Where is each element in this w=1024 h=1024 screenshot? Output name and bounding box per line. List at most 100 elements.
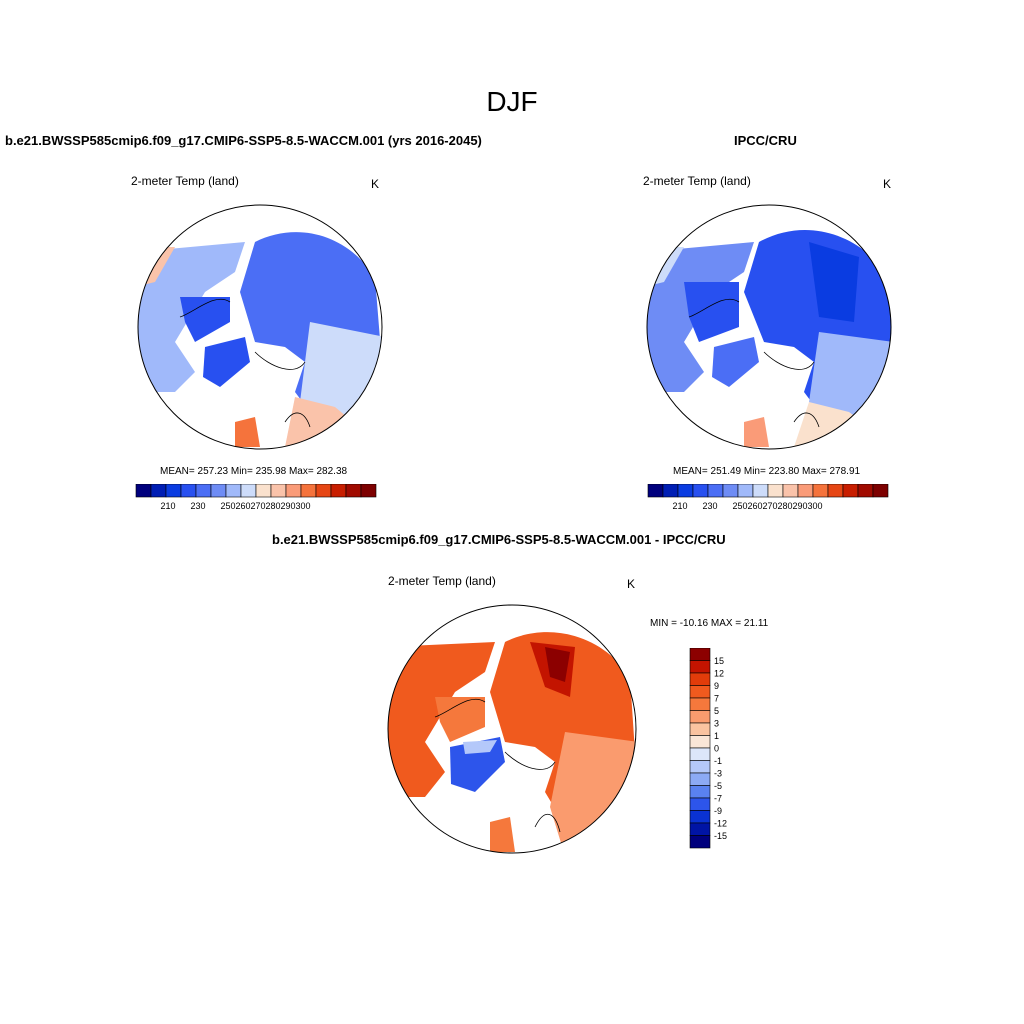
colorbar-tick-label: 12 [714, 669, 724, 679]
colorbar-swatch [707, 483, 724, 498]
colorbar-swatch [689, 697, 711, 711]
colorbar-swatch [689, 835, 711, 849]
colorbar-swatch [689, 710, 711, 724]
colorbar-tick-label: 5 [714, 706, 719, 716]
colorbar-tick-label: 260 [747, 501, 762, 511]
colorbar-tick-label: 15 [714, 656, 724, 666]
colorbar-tick-label: 270 [250, 501, 265, 511]
colorbar-swatch [857, 483, 874, 498]
colorbar-swatch [692, 483, 709, 498]
colorbar-swatch [689, 822, 711, 836]
siberia-max-region [545, 647, 570, 682]
greenland-region [450, 737, 505, 792]
panel-obs-variable: 2-meter Temp (land) [643, 174, 751, 188]
colorbar-swatch [330, 483, 347, 498]
map-model [135, 202, 385, 452]
greenland-region [203, 337, 250, 387]
colorbar-tick-label: 210 [160, 501, 175, 511]
colorbar-swatch [689, 647, 711, 661]
colorbar-swatch [689, 760, 711, 774]
europe-region [550, 732, 636, 853]
colorbar-tick-label: 230 [190, 501, 205, 511]
colorbar-tick-label: 290 [792, 501, 807, 511]
colorbar-tick-label: 210 [672, 501, 687, 511]
colorbar-tick-label: -5 [714, 781, 722, 791]
colorbar-swatch [722, 483, 739, 498]
colorbar-swatch [150, 483, 167, 498]
colorbar-swatch [285, 483, 302, 498]
colorbar-swatch [737, 483, 754, 498]
colorbar-swatch [360, 483, 377, 498]
panel-model-units: K [371, 177, 380, 191]
colorbar-tick-label: 3 [714, 719, 719, 729]
panel-diff-heading: b.e21.BWSSP585cmip6.f09_g17.CMIP6-SSP5-8… [272, 532, 726, 547]
panel-model-heading: b.e21.BWSSP585cmip6.f09_g17.CMIP6-SSP5-8… [5, 133, 482, 148]
colorbar-swatch [872, 483, 889, 498]
colorbar-swatch [689, 772, 711, 786]
colorbar-swatch [135, 483, 152, 498]
colorbar-swatch [165, 483, 182, 498]
panel-model-stats: MEAN= 257.23 Min= 235.98 Max= 282.38 [160, 466, 348, 477]
colorbar-tick-label: 230 [702, 501, 717, 511]
colorbar-tick-label: 290 [280, 501, 295, 511]
colorbar-swatch [255, 483, 272, 498]
colorbar-swatch [315, 483, 332, 498]
colorbar-swatch [240, 483, 257, 498]
colorbar-swatch [300, 483, 317, 498]
colorbar-tick-label: 9 [714, 681, 719, 691]
colorbar-swatch [689, 722, 711, 736]
colorbar-tick-label: 270 [762, 501, 777, 511]
colorbar-tick-label: 300 [807, 501, 822, 511]
colorbar-swatch [689, 797, 711, 811]
colorbar-swatch [195, 483, 212, 498]
colorbar-obs: 210 230 250 260 270 280 290 300 [646, 483, 890, 519]
colorbar-swatch [797, 483, 814, 498]
uk-region [235, 417, 260, 447]
colorbar-swatch [842, 483, 859, 498]
colorbar-swatch [689, 660, 711, 674]
coastlines [434, 699, 561, 833]
colorbar-tick-label: 1 [714, 731, 719, 741]
colorbar-tick-label: -12 [714, 819, 727, 829]
panel-obs-units: K [883, 177, 892, 191]
coastlines [179, 299, 311, 428]
colorbar-swatch [210, 483, 227, 498]
colorbar-tick-label: 250 [732, 501, 747, 511]
colorbar-swatch [647, 483, 664, 498]
colorbar-swatch [689, 685, 711, 699]
siberia-core-region [809, 242, 859, 322]
uk-region [744, 417, 769, 447]
colorbar-swatch [689, 810, 711, 824]
colorbar-swatch [270, 483, 287, 498]
colorbar-swatch [677, 483, 694, 498]
colorbar-swatch [689, 785, 711, 799]
north-america-region [388, 642, 495, 797]
greenland-region [712, 337, 759, 387]
panel-obs-stats: MEAN= 251.49 Min= 223.80 Max= 278.91 [673, 466, 861, 477]
colorbar-diff: 15 12 9 7 5 3 1 0 -1 -3 -5 -7 -9 -12 -15 [689, 647, 749, 859]
arctic-archipelago-region [180, 297, 230, 342]
colorbar-swatch [345, 483, 362, 498]
colorbar-tick-label: -15 [714, 831, 727, 841]
colorbar-tick-label: -3 [714, 769, 722, 779]
colorbar-tick-label: 260 [235, 501, 250, 511]
panel-diff-stats: MIN = -10.16 MAX = 21.11 [650, 618, 769, 629]
arctic-archipelago-region [435, 697, 485, 742]
uk-region [490, 817, 515, 852]
colorbar-tick-label: 7 [714, 694, 719, 704]
colorbar-tick-label: 250 [220, 501, 235, 511]
colorbar-swatch [767, 483, 784, 498]
colorbar-swatch [225, 483, 242, 498]
colorbar-tick-label: 280 [777, 501, 792, 511]
colorbar-tick-label: 0 [714, 744, 719, 754]
map-diff [385, 602, 639, 856]
colorbar-swatch [752, 483, 769, 498]
colorbar-tick-label: -9 [714, 806, 722, 816]
colorbar-swatch [689, 735, 711, 749]
colorbar-swatch [180, 483, 197, 498]
panel-diff-units: K [627, 577, 636, 591]
panel-obs-heading: IPCC/CRU [734, 133, 797, 148]
colorbar-tick-label: -7 [714, 794, 722, 804]
colorbar-model: 210 230 250 260 270 280 290 300 [134, 483, 378, 519]
map-obs [644, 202, 894, 452]
